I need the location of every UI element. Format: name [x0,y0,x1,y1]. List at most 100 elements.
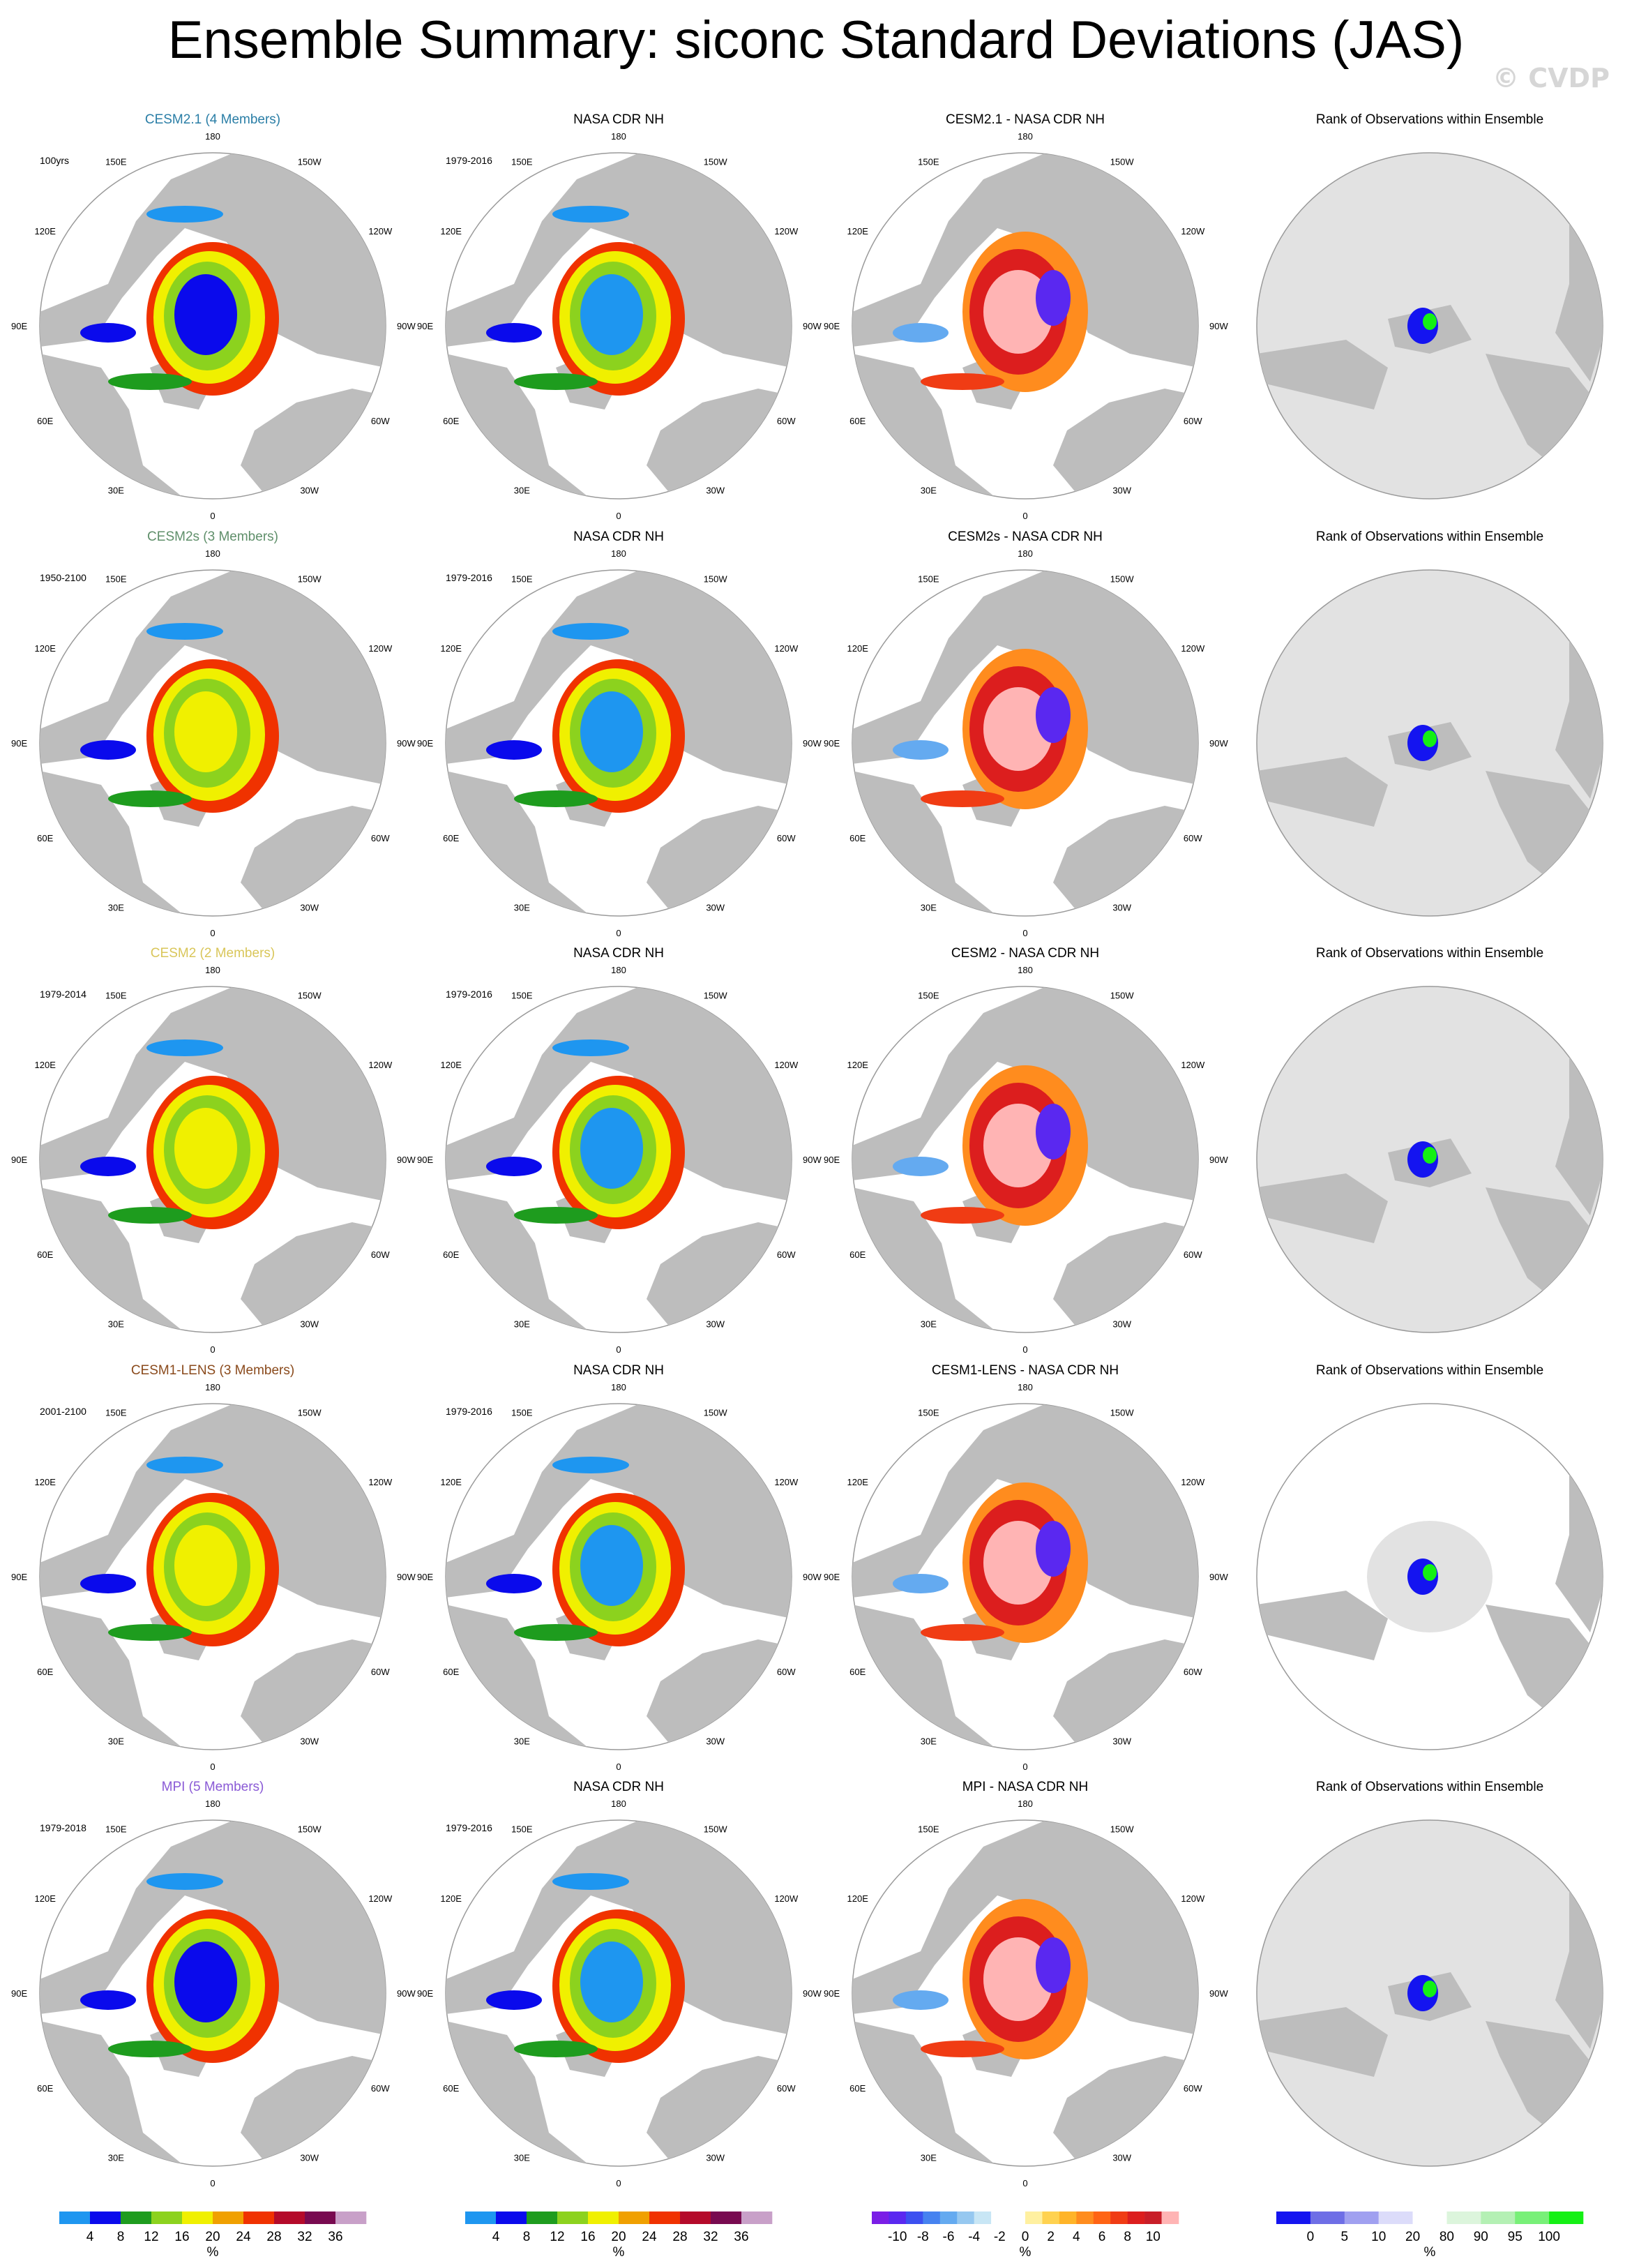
lon-label: 120W [774,643,799,654]
panel-diff-row-5: MPI - NASA CDR NH 180 150E 120E 90E 60E 30E 0 30… [824,1780,1228,2188]
diff-core [983,1104,1053,1187]
colorbar-tick-label: 36 [328,2230,342,2244]
rank-green-patch [1423,1564,1437,1581]
lon-label: 90E [417,738,433,749]
diff-baffin [921,373,1004,390]
colorbar-tick-label: 5 [1341,2230,1349,2244]
polar-map [40,986,386,1332]
rank-green-patch [1423,313,1437,330]
rank-south-america [1257,340,1388,410]
lon-label: 180 [1018,1382,1033,1392]
polar-map [40,570,386,916]
colorbar-tick-label: 12 [144,2230,158,2244]
colorbar-swatch [711,2211,742,2224]
lon-label: 90E [11,1572,27,1582]
ice-chukchi [552,1873,629,1890]
lon-label: 60E [37,2083,53,2094]
panel-model-row-2: CESM2s (3 Members) 180 150E 120E 90E 60E 30E 0 3… [11,530,416,938]
lon-label: 120W [1181,643,1205,654]
lon-label: 150W [298,1407,322,1418]
lon-label: 90W [397,738,416,749]
diff-core [983,1937,1053,2021]
lon-label: 180 [611,1382,626,1392]
lon-label: 120W [774,226,799,236]
lon-label: 180 [205,1382,220,1392]
lon-label: 0 [616,1344,621,1355]
obs-period-label: 1979-2016 [446,155,492,166]
lon-label: 180 [1018,131,1033,142]
ice-hudson [80,1990,136,2010]
colorbar-tick-label: 28 [266,2230,281,2244]
colorbar-swatch [1481,2211,1516,2224]
lon-label: 60W [777,2083,796,2094]
colorbar-swatch [1008,2211,1026,2224]
diff-hudson [893,1157,949,1176]
diff-hudson [893,1990,949,2010]
lon-label: 60E [849,1249,866,1260]
polar-map [40,1404,386,1750]
lon-label: 30E [108,1319,124,1330]
lon-label: 150W [704,156,728,167]
lon-label: 120W [1181,1477,1205,1487]
lon-label: 120E [441,1060,462,1070]
lon-label: 150E [511,1824,533,1834]
lon-label: 150E [511,990,533,1000]
ice-baffin [514,790,598,807]
colorbar-swatch [90,2211,121,2224]
diff-blue-patch [1036,1521,1071,1577]
lon-label: 60E [443,2083,459,2094]
lon-label: 60W [777,1667,796,1677]
lon-label: 30W [1112,1736,1131,1747]
lon-label: 120E [35,226,56,236]
lon-label: 150W [298,1824,322,1834]
lon-label: 120W [368,1477,393,1487]
colorbar-swatch [1059,2211,1077,2224]
ice-core [580,1942,643,2022]
lon-label: 60E [37,833,53,843]
lon-label: 30E [921,1736,937,1747]
lon-label: 60W [1184,416,1202,426]
lon-label: 0 [210,511,215,521]
lon-label: 0 [616,2178,621,2188]
lon-label: 180 [1018,548,1033,559]
lon-label: 90W [803,1155,822,1165]
lon-label: 150E [918,1407,939,1418]
ice-chukchi [146,1873,223,1890]
colorbar-tick-label: 6 [1098,2230,1106,2244]
panel-diff-row-3: CESM2 - NASA CDR NH 180 150E 120E 90E 60E 30E 0… [824,946,1228,1355]
lon-label: 120W [774,1060,799,1070]
lon-label: 120E [847,226,869,236]
lon-label: 0 [616,511,621,521]
diff-core [983,270,1053,354]
colorbar-swatch [1310,2211,1345,2224]
lon-label: 0 [210,1344,215,1355]
lon-label: 150E [105,573,127,584]
lon-label: 60W [777,1249,796,1260]
ice-baffin [514,2041,598,2057]
lon-label: 120W [774,1893,799,1904]
diff-hudson [893,1574,949,1593]
lon-label: 90E [417,321,433,331]
eurasia-north-america [446,1404,792,1619]
diff-blue-patch [1036,1937,1071,1993]
lon-label: 30W [706,486,725,496]
eurasia-north-america [852,1820,1198,2035]
lon-label: 120W [368,226,393,236]
colorbar-swatch [680,2211,711,2224]
colorbar-swatch [1042,2211,1060,2224]
colorbar-tick-label: 16 [580,2230,595,2244]
lon-label: 30W [300,903,319,913]
colorbar-2: 4 8 12 16 20 24 28 32 36% [465,2211,773,2260]
diff-blue-patch [1036,687,1071,743]
colorbar-swatch [1127,2211,1145,2224]
ice-baffin [108,1624,192,1641]
ice-core [580,691,643,772]
lon-label: 30W [1112,486,1131,496]
lon-label: 90E [824,321,840,331]
colorbar-swatch [496,2211,527,2224]
diff-baffin [921,1207,1004,1224]
diff-core [983,1521,1053,1605]
panel-obs-row-2: NASA CDR NH 180 150E 120E 90E 60E 30E 0 30W 60W 90… [417,530,822,938]
lon-label: 90W [1209,738,1228,749]
lon-label: 60E [443,416,459,426]
